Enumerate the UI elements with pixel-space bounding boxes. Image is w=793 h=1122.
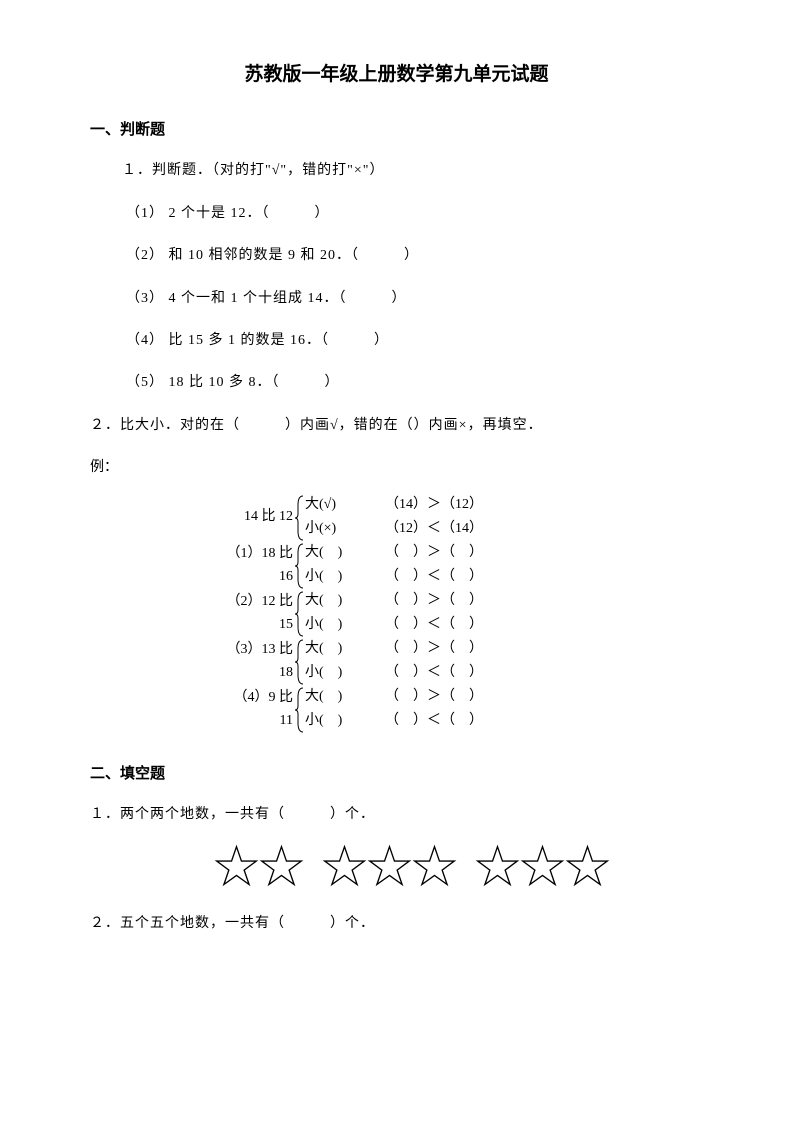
star-gap (457, 844, 475, 889)
q1-item-1: （1） 2 个十是 12．（ ） (126, 203, 703, 225)
compare-botright-3: （ ）＜（ ） (385, 662, 505, 684)
q1-item-3: （3） 4 个一和 1 个十组成 14．（ ） (126, 288, 703, 310)
section1-content: １．判断题．（对的打"√"，错的打"×"） （1） 2 个十是 12．（ ） （… (122, 160, 703, 394)
compare-botmid-1: 小( ) (305, 566, 385, 588)
q1-text: １．判断题．（对的打"√"，错的打"×"） (122, 160, 703, 182)
star-icon (475, 844, 520, 889)
compare-botmid-4: 小( ) (305, 710, 385, 732)
brace-icon (295, 639, 305, 685)
compare-topright-3: （ ）＞（ ） (385, 638, 505, 660)
compare-topright-0: （14）＞（12） (385, 494, 505, 516)
compare-topright-1: （ ）＞（ ） (385, 542, 505, 564)
star-icon (322, 844, 367, 889)
compare-left-3: （3）13 比 18 (220, 639, 295, 684)
star-icon (367, 844, 412, 889)
compare-row-3: （3）13 比 18 大( ) （ ）＞（ ） 小( ) （ ）＜（ ） (220, 638, 703, 686)
q2-text: ２．比大小．对的在（ ）内画√，错的在（）内画×，再填空． (90, 415, 703, 437)
compare-row-0: 14 比 12 大(√) （14）＞（12） 小(×) （12）＜（14） (220, 494, 703, 542)
q2-example-label: 例： (90, 457, 703, 479)
stars-container (90, 844, 703, 889)
brace-group-3: 大( ) （ ）＞（ ） 小( ) （ ）＜（ ） (295, 638, 505, 686)
star-icon (412, 844, 457, 889)
section2: 二、填空题 １．两个两个地数，一共有（ ）个． ２．五个五个地数，一共有（ ）个… (90, 762, 703, 936)
section2-q2: ２．五个五个地数，一共有（ ）个． (90, 913, 703, 935)
section2-q1: １．两个两个地数，一共有（ ）个． (90, 804, 703, 826)
compare-botright-0: （12）＜（14） (385, 518, 505, 540)
compare-topright-4: （ ）＞（ ） (385, 686, 505, 708)
compare-botmid-0: 小(×) (305, 518, 385, 540)
brace-group-0: 大(√) （14）＞（12） 小(×) （12）＜（14） (295, 494, 505, 542)
compare-topmid-3: 大( ) (305, 638, 385, 660)
compare-topright-2: （ ）＞（ ） (385, 590, 505, 612)
brace-group-1: 大( ) （ ）＞（ ） 小( ) （ ）＜（ ） (295, 542, 505, 590)
compare-row-4: （4）9 比 11 大( ) （ ）＞（ ） 小( ) （ ）＜（ ） (220, 686, 703, 734)
star-icon (214, 844, 259, 889)
star-icon (520, 844, 565, 889)
q1-item-2: （2） 和 10 相邻的数是 9 和 20．（ ） (126, 245, 703, 267)
q1-item-4: （4） 比 15 多 1 的数是 16．（ ） (126, 330, 703, 352)
compare-left-1: （1）18 比 16 (220, 543, 295, 588)
compare-left-0: 14 比 12 (220, 506, 295, 528)
compare-botright-4: （ ）＜（ ） (385, 710, 505, 732)
compare-topmid-1: 大( ) (305, 542, 385, 564)
brace-group-2: 大( ) （ ）＞（ ） 小( ) （ ）＜（ ） (295, 590, 505, 638)
compare-botmid-2: 小( ) (305, 614, 385, 636)
brace-group-4: 大( ) （ ）＞（ ） 小( ) （ ）＜（ ） (295, 686, 505, 734)
star-icon (259, 844, 304, 889)
compare-topmid-0: 大(√) (305, 494, 385, 516)
compare-botright-1: （ ）＜（ ） (385, 566, 505, 588)
compare-row-2: （2）12 比 15 大( ) （ ）＞（ ） 小( ) （ ）＜（ ） (220, 590, 703, 638)
section2-header: 二、填空题 (90, 762, 703, 786)
star-group-2 (475, 844, 610, 889)
compare-botmid-3: 小( ) (305, 662, 385, 684)
q1-item-5: （5） 18 比 10 多 8．（ ） (126, 372, 703, 394)
compare-row-1: （1）18 比 16 大( ) （ ）＞（ ） 小( ) （ ）＜（ ） (220, 542, 703, 590)
star-icon (565, 844, 610, 889)
star-group-0 (214, 844, 304, 889)
compare-topmid-4: 大( ) (305, 686, 385, 708)
brace-icon (295, 495, 305, 541)
brace-icon (295, 687, 305, 733)
star-gap (304, 844, 322, 889)
star-group-1 (322, 844, 457, 889)
compare-botright-2: （ ）＜（ ） (385, 614, 505, 636)
brace-icon (295, 591, 305, 637)
compare-table: 14 比 12 大(√) （14）＞（12） 小(×) （12）＜（14） （1… (220, 494, 703, 734)
compare-left-4: （4）9 比 11 (220, 687, 295, 732)
brace-icon (295, 543, 305, 589)
section1-header: 一、判断题 (90, 118, 703, 142)
page-title: 苏教版一年级上册数学第九单元试题 (90, 60, 703, 90)
compare-topmid-2: 大( ) (305, 590, 385, 612)
compare-left-2: （2）12 比 15 (220, 591, 295, 636)
